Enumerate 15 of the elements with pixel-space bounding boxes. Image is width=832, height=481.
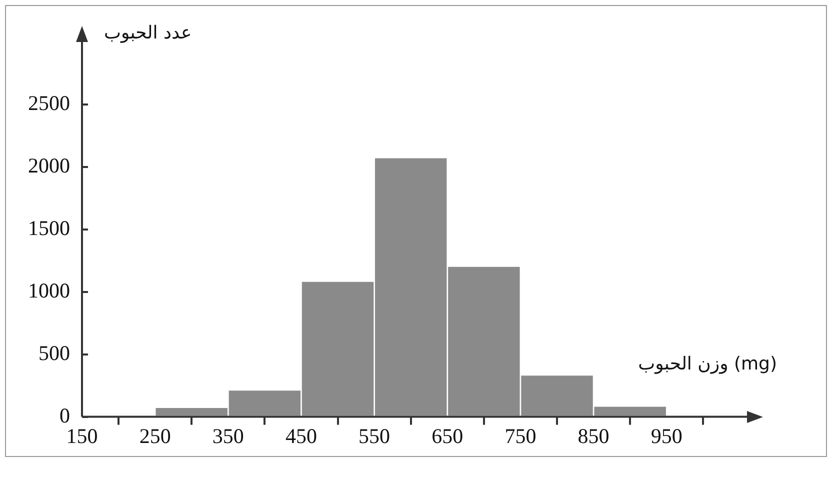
x-tick-label: 650	[432, 424, 464, 448]
y-tick-label: 1500	[28, 216, 70, 240]
x-tick-label: 550	[358, 424, 390, 448]
x-tick-label: 850	[578, 424, 610, 448]
x-tick-label: 350	[212, 424, 244, 448]
x-tick-label: 750	[504, 424, 536, 448]
y-tick-label: 2500	[28, 90, 70, 115]
x-axis-title: وزن الحبوب (mg)	[638, 353, 777, 374]
x-tick-label: 450	[285, 424, 317, 448]
y-tick-label: 500	[38, 340, 70, 365]
y-tick-label: 1000	[28, 278, 70, 302]
x-tick-label: 950	[650, 424, 682, 448]
y-axis-title: عدد الحبوب	[104, 22, 192, 44]
x-tick-label: 250	[139, 424, 171, 448]
y-tick-label: 2000	[28, 153, 70, 178]
